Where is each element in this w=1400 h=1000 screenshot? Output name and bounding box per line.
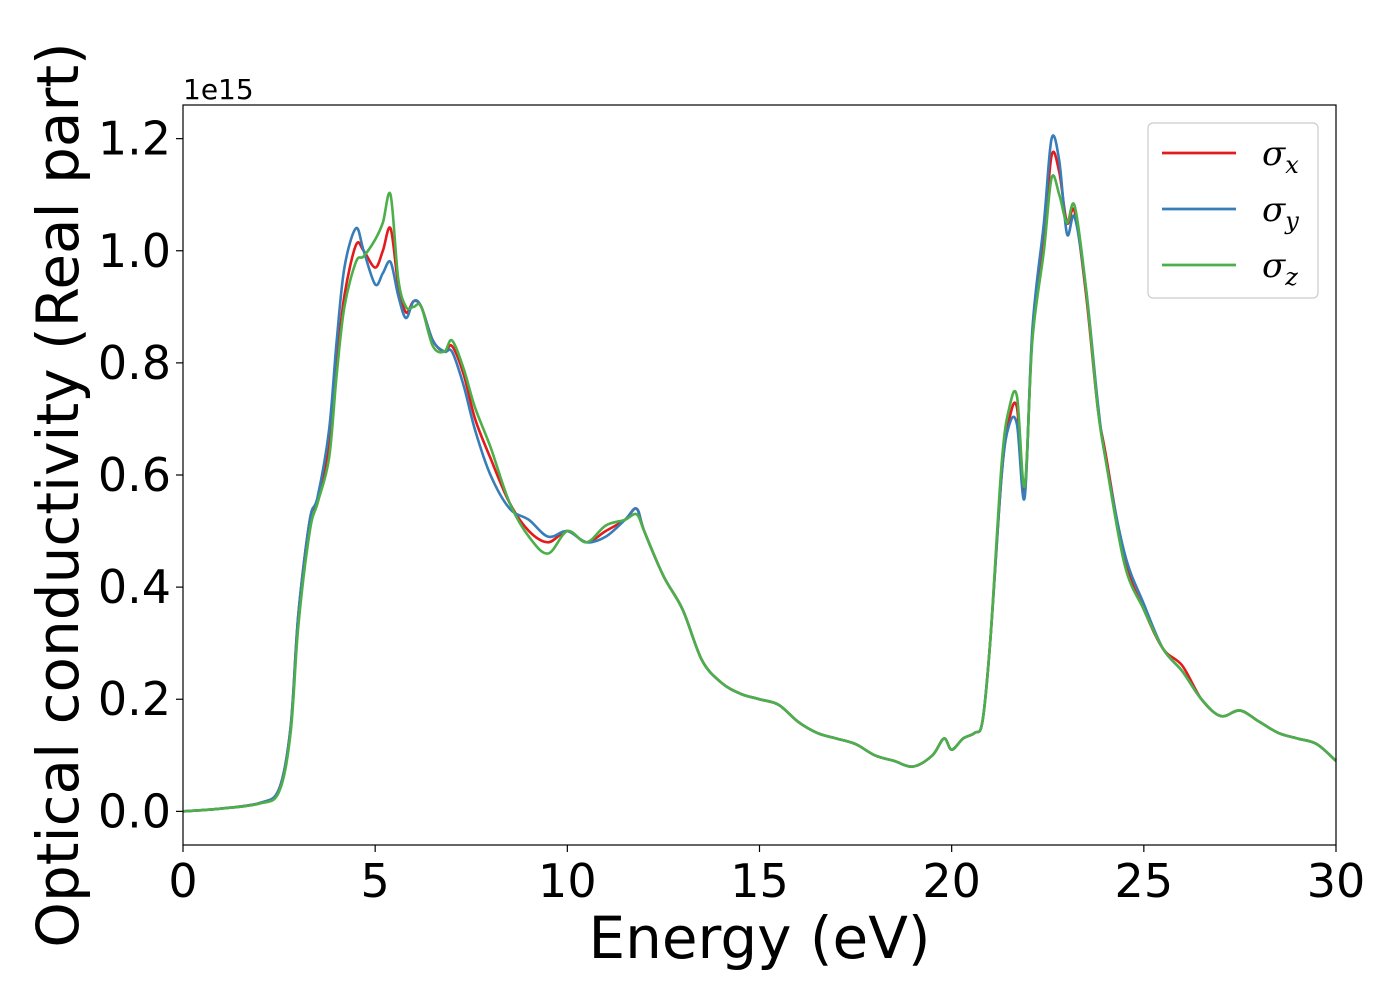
y-tick-label: 1.0 bbox=[98, 224, 171, 278]
x-tick-label: 30 bbox=[1307, 854, 1366, 908]
x-axis-title: Energy (eV) bbox=[588, 904, 930, 972]
x-tick-label: 10 bbox=[538, 854, 597, 908]
legend-label-y: σy bbox=[1262, 190, 1299, 235]
legend-box bbox=[1147, 122, 1319, 299]
y-tick-label: 0.2 bbox=[98, 672, 171, 726]
ticks-layer: 0 5 10 15 20 25 30 0.0 0.2 0.4 0.6 0.8 1.0 1.2 bbox=[98, 112, 1365, 908]
legend-label-x: σx bbox=[1262, 134, 1299, 179]
series-layer bbox=[182, 134, 1337, 813]
legend-label-z: σz bbox=[1262, 246, 1298, 291]
y-tick-label: 0.6 bbox=[98, 448, 171, 502]
series-line-z bbox=[182, 174, 1337, 813]
x-tick-label: 15 bbox=[730, 854, 789, 908]
x-tick-label: 0 bbox=[168, 854, 197, 908]
legend: σx σy σz bbox=[1147, 122, 1319, 299]
x-tick-label: 5 bbox=[361, 854, 390, 908]
x-tick-label: 25 bbox=[1115, 854, 1174, 908]
y-tick-label: 1.2 bbox=[98, 112, 171, 166]
y-tick-label: 0.8 bbox=[98, 336, 171, 390]
y-tick-label: 0.0 bbox=[98, 784, 171, 838]
y-tick-label: 0.4 bbox=[98, 560, 171, 614]
y-axis-title: Optical conductivity (Real part) bbox=[24, 42, 92, 947]
y-offset-label: 1e15 bbox=[183, 73, 254, 106]
x-tick-label: 20 bbox=[922, 854, 981, 908]
